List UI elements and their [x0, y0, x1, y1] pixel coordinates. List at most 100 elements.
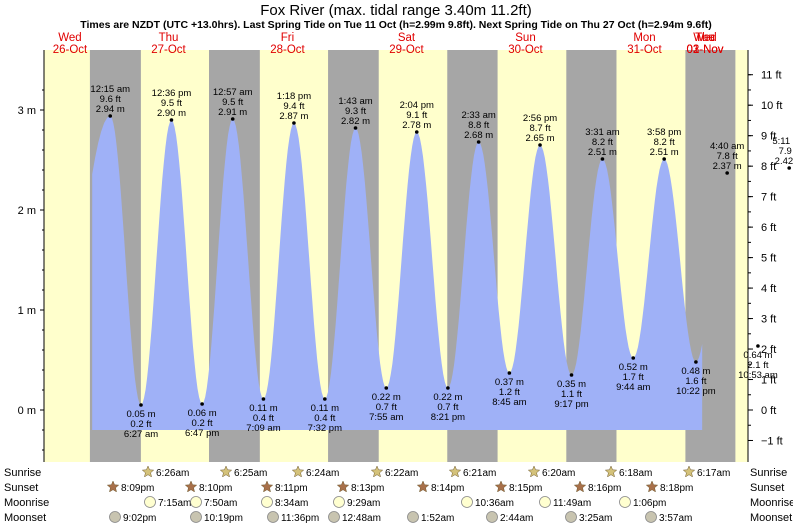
tide-time-label: 12:57 am: [213, 87, 253, 98]
tide-height-m-label: 0.06 m: [188, 408, 217, 419]
day-name-label: Wed: [693, 32, 716, 44]
tide-point: [662, 157, 666, 161]
moonset-icon: [190, 511, 202, 523]
tide-height-m-label: 0.22 m: [372, 392, 401, 403]
sunrise-icon: [291, 465, 305, 478]
tide-height-m-label: 2.51 m: [588, 147, 617, 158]
tide-time-label: 3:58 pm: [647, 127, 681, 138]
tide-height-ft-label: 9.5 ft: [161, 98, 182, 109]
tide-height-m-label: 2.68 m: [464, 130, 493, 141]
tide-time-label: 5:11 pm: [772, 136, 793, 147]
tide-point: [631, 356, 636, 360]
moonrise-icon: [144, 496, 156, 508]
sunset-time: 8:10pm: [199, 483, 232, 494]
tide-height-ft-label: 7.9 ft: [779, 146, 793, 157]
day-name-label: Tue: [695, 32, 714, 44]
left-tick-label: 2 m: [18, 205, 36, 217]
tide-point: [230, 117, 235, 121]
moonset-icon: [645, 511, 657, 523]
tide-height-ft-label: 9.1 ft: [406, 110, 427, 121]
tide-time-label: 7:09 am: [246, 423, 280, 434]
day-date-label: 03-Nov: [686, 44, 723, 56]
moonset-time: 3:57am: [659, 513, 692, 524]
tide-height-ft-label: 1.2 ft: [499, 387, 520, 398]
right-tick-label: 0 ft: [761, 405, 776, 417]
day-date-label: 28-Oct: [270, 44, 305, 56]
tide-height-m-label: 0.64 m: [743, 350, 772, 361]
tide-height-m-label: 2.91 m: [218, 107, 247, 118]
moonrise-icon: [619, 496, 631, 508]
moonrise-time: 8:34am: [275, 498, 308, 509]
sunrise-time: 6:25am: [234, 468, 267, 479]
moonset-icon: [109, 511, 121, 523]
sunrise-time: 6:18am: [619, 468, 652, 479]
moonrise-time: 10:36am: [475, 498, 514, 509]
tide-height-m-label: 0.22 m: [433, 392, 462, 403]
tide-point: [108, 114, 113, 118]
tide-time-label: 6:27 am: [124, 429, 158, 440]
sunrise-icon: [141, 465, 155, 478]
tide-height-m-label: 0.48 m: [681, 366, 710, 377]
left-tick-label: 1 m: [18, 305, 36, 317]
tide-point: [292, 121, 296, 125]
tide-height-m-label: 0.35 m: [557, 379, 586, 390]
tide-height-ft-label: 1.7 ft: [623, 372, 644, 383]
tide-height-m-label: 2.82 m: [341, 116, 370, 127]
right-tick-label: 3 ft: [761, 314, 776, 326]
tide-height-ft-label: 9.4 ft: [283, 101, 304, 112]
sunset-icon: [494, 480, 508, 493]
moonrise-time: 1:06pm: [633, 498, 666, 509]
row-label-left: Sunset: [4, 482, 38, 494]
row-label-left: Moonrise: [4, 497, 49, 509]
tide-height-ft-label: 8.7 ft: [529, 123, 550, 134]
chart-title: Fox River (max. tidal range 3.40m 11.2ft…: [260, 2, 532, 19]
tide-height-ft-label: 9.5 ft: [222, 97, 243, 108]
tide-time-label: 2:33 am: [461, 110, 495, 121]
sunrise-icon: [448, 465, 462, 478]
moonset-time: 3:25am: [579, 513, 612, 524]
moonrise-icon: [539, 496, 551, 508]
sun-moon-rows: Sunrise Sunrise Sunset Sunset Moonrise Moonri…: [4, 465, 793, 524]
tide-height-ft-label: 0.2 ft: [130, 419, 151, 430]
tide-labels: 12:15 am9.6 ft2.94 m0.05 m0.2 ft6:27 am1…: [90, 84, 793, 440]
tide-height-m-label: 2.51 m: [650, 147, 679, 158]
tide-point: [139, 403, 143, 407]
moonset-time: 12:48am: [342, 513, 381, 524]
tide-height-ft-label: 9.6 ft: [100, 94, 121, 105]
tide-area: [92, 116, 703, 430]
moonrise-icon: [333, 496, 345, 508]
tide-height-ft-label: 0.7 ft: [437, 402, 458, 413]
row-label-right: Moonset: [750, 512, 792, 524]
moonset-icon: [328, 511, 340, 523]
tide-height-m-label: 2.87 m: [279, 111, 308, 122]
tide-height-ft-label: 0.4 ft: [314, 413, 335, 424]
moonset-time: 10:19pm: [204, 513, 243, 524]
tide-point: [694, 360, 698, 364]
sunset-icon: [416, 480, 430, 493]
tide-time-label: 7:55 am: [369, 412, 403, 423]
tide-point: [200, 402, 204, 406]
sunset-icon: [336, 480, 350, 493]
day-name-label: Fri: [281, 32, 294, 44]
sunset-time: 8:15pm: [509, 483, 542, 494]
tide-height-ft-label: 1.1 ft: [561, 389, 582, 400]
tide-point: [414, 130, 419, 134]
day-name-label: Sat: [398, 32, 416, 44]
tide-height-ft-label: 8.8 ft: [468, 120, 489, 131]
right-tick-label: 6 ft: [761, 222, 776, 234]
right-tick-label: 5 ft: [761, 253, 776, 265]
tide-height-ft-label: 7.8 ft: [717, 151, 738, 162]
tide-time-label: 9:44 am: [616, 382, 650, 393]
right-tick-label: 11 ft: [761, 70, 782, 82]
right-tick-label: 7 ft: [761, 192, 776, 204]
tide-height-m-label: 0.37 m: [495, 377, 524, 388]
sunrise-time: 6:21am: [463, 468, 496, 479]
moonset-time: 2:44am: [500, 513, 533, 524]
right-tick-label: 1 ft: [761, 375, 776, 387]
tide-point: [787, 166, 791, 170]
tide-height-m-label: 2.37 m: [713, 161, 742, 172]
sunrise-time: 6:20am: [542, 468, 575, 479]
tide-height-m-label: 0.11 m: [311, 403, 339, 414]
moonrise-icon: [190, 496, 202, 508]
